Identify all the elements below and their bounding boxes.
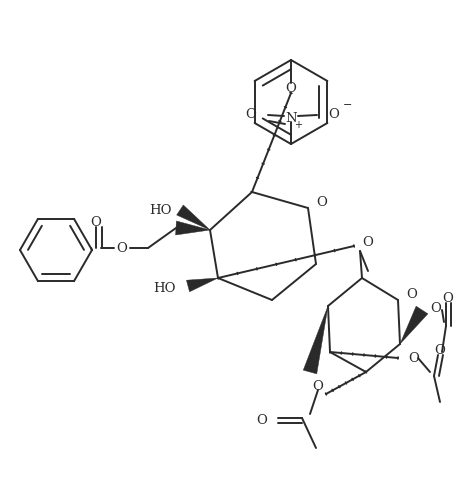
Polygon shape (186, 278, 217, 292)
Text: HO: HO (148, 204, 171, 216)
Text: −: − (343, 100, 352, 110)
Polygon shape (176, 205, 210, 230)
Text: O: O (406, 287, 416, 301)
Text: O: O (408, 352, 419, 364)
Text: O: O (312, 380, 323, 392)
Text: O: O (362, 236, 373, 248)
Text: N: N (284, 111, 296, 125)
Text: O: O (245, 108, 256, 121)
Text: O: O (430, 302, 440, 315)
Polygon shape (175, 221, 210, 235)
Text: O: O (328, 108, 339, 121)
Text: O: O (116, 242, 127, 254)
Text: O: O (442, 291, 452, 305)
Polygon shape (303, 306, 327, 374)
Text: O: O (91, 215, 101, 228)
Text: O: O (316, 196, 327, 209)
Text: +: + (293, 120, 301, 130)
Text: HO: HO (152, 282, 175, 294)
Text: O: O (285, 81, 296, 95)
Text: O: O (434, 344, 445, 356)
Polygon shape (399, 306, 427, 344)
Text: O: O (256, 414, 267, 426)
